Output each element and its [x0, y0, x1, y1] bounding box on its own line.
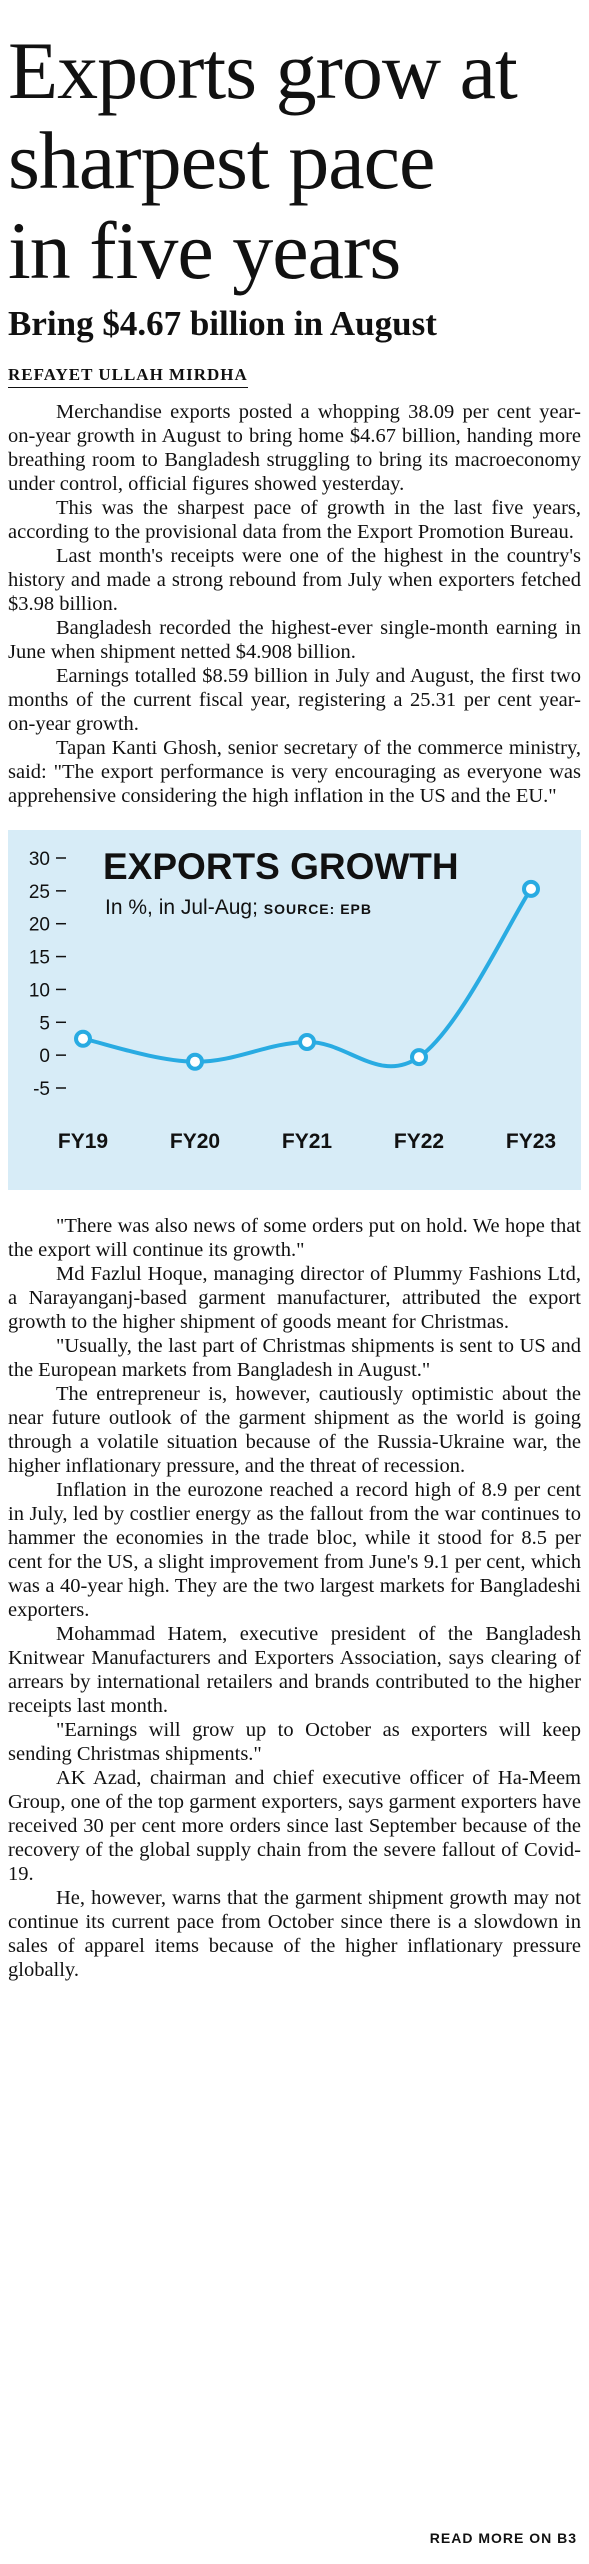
y-tick-label: 25	[29, 882, 50, 903]
chart-subtitle-text: In %, in Jul-Aug;	[105, 896, 258, 919]
read-more-link[interactable]: READ MORE ON B3	[429, 2530, 577, 2546]
paragraph: "Usually, the last part of Christmas shi…	[8, 1335, 581, 1381]
exports-growth-chart: 30 25 20 15 10 5 0 -5 FY19 FY20 FY21 FY22 FY23 EXPOR…	[8, 830, 581, 1190]
x-tick-label: FY23	[506, 1130, 556, 1153]
y-tick-label: 0	[39, 1046, 50, 1067]
paragraph: Earnings totalled $8.59 billion in July …	[8, 665, 581, 735]
article-body-top: Merchandise exports posted a whopping 38…	[8, 400, 581, 808]
data-point	[186, 1052, 204, 1071]
paragraph: Md Fazlul Hoque, managing director of Pl…	[8, 1263, 581, 1333]
x-tick-label: FY19	[58, 1130, 108, 1153]
y-tick-label: 10	[29, 980, 50, 1001]
data-point	[522, 879, 540, 898]
paragraph: The entrepreneur is, however, cautiously…	[8, 1383, 581, 1477]
paragraph: AK Azad, chairman and chief executive of…	[8, 1767, 581, 1885]
paragraph: Inflation in the eurozone reached a reco…	[8, 1479, 581, 1621]
x-tick-label: FY22	[394, 1130, 444, 1153]
chart-source: SOURCE: EPB	[263, 901, 372, 917]
y-tick-label: 15	[29, 948, 50, 969]
chart-subtitle: In %, in Jul-Aug; SOURCE: EPB	[105, 896, 372, 920]
data-point	[410, 1048, 428, 1067]
article-body-bottom: "There was also news of some orders put …	[8, 1214, 581, 1982]
y-tick-label: 30	[29, 849, 50, 870]
chart-canvas: 30 25 20 15 10 5 0 -5 FY19 FY20 FY21 FY22 FY23	[29, 849, 556, 1153]
paragraph: "Earnings will grow up to October as exp…	[8, 1719, 581, 1765]
headline: Exports grow at sharpest pace in five ye…	[8, 0, 581, 296]
paragraph: This was the sharpest pace of growth in …	[8, 497, 581, 543]
headline-line: in five years	[8, 205, 401, 296]
x-tick-label: FY20	[170, 1130, 220, 1153]
headline-line: sharpest pace	[8, 115, 435, 206]
headline-line: Exports grow at	[8, 25, 518, 116]
paragraph: Tapan Kanti Ghosh, senior secretary of t…	[8, 737, 581, 807]
paragraph: Last month's receipts were one of the hi…	[8, 545, 581, 615]
y-tick-label: 5	[39, 1013, 50, 1034]
paragraph: Merchandise exports posted a whopping 38…	[8, 401, 581, 495]
paragraph: Mohammad Hatem, executive president of t…	[8, 1623, 581, 1717]
data-point	[298, 1033, 316, 1051]
series-line	[82, 887, 533, 1069]
byline: REFAYET ULLAH MIRDHA	[8, 364, 248, 388]
data-point	[74, 1029, 92, 1048]
paragraph: He, however, warns that the garment ship…	[8, 1887, 581, 1981]
subheadline: Bring $4.67 billion in August	[8, 304, 437, 343]
paragraph: "There was also news of some orders put …	[8, 1215, 581, 1261]
chart-title: EXPORTS GROWTH	[103, 846, 459, 887]
x-tick-label: FY21	[282, 1130, 333, 1153]
y-tick-label: 20	[29, 915, 50, 936]
y-tick-label: -5	[33, 1079, 50, 1100]
paragraph: Bangladesh recorded the highest-ever sin…	[8, 617, 581, 663]
